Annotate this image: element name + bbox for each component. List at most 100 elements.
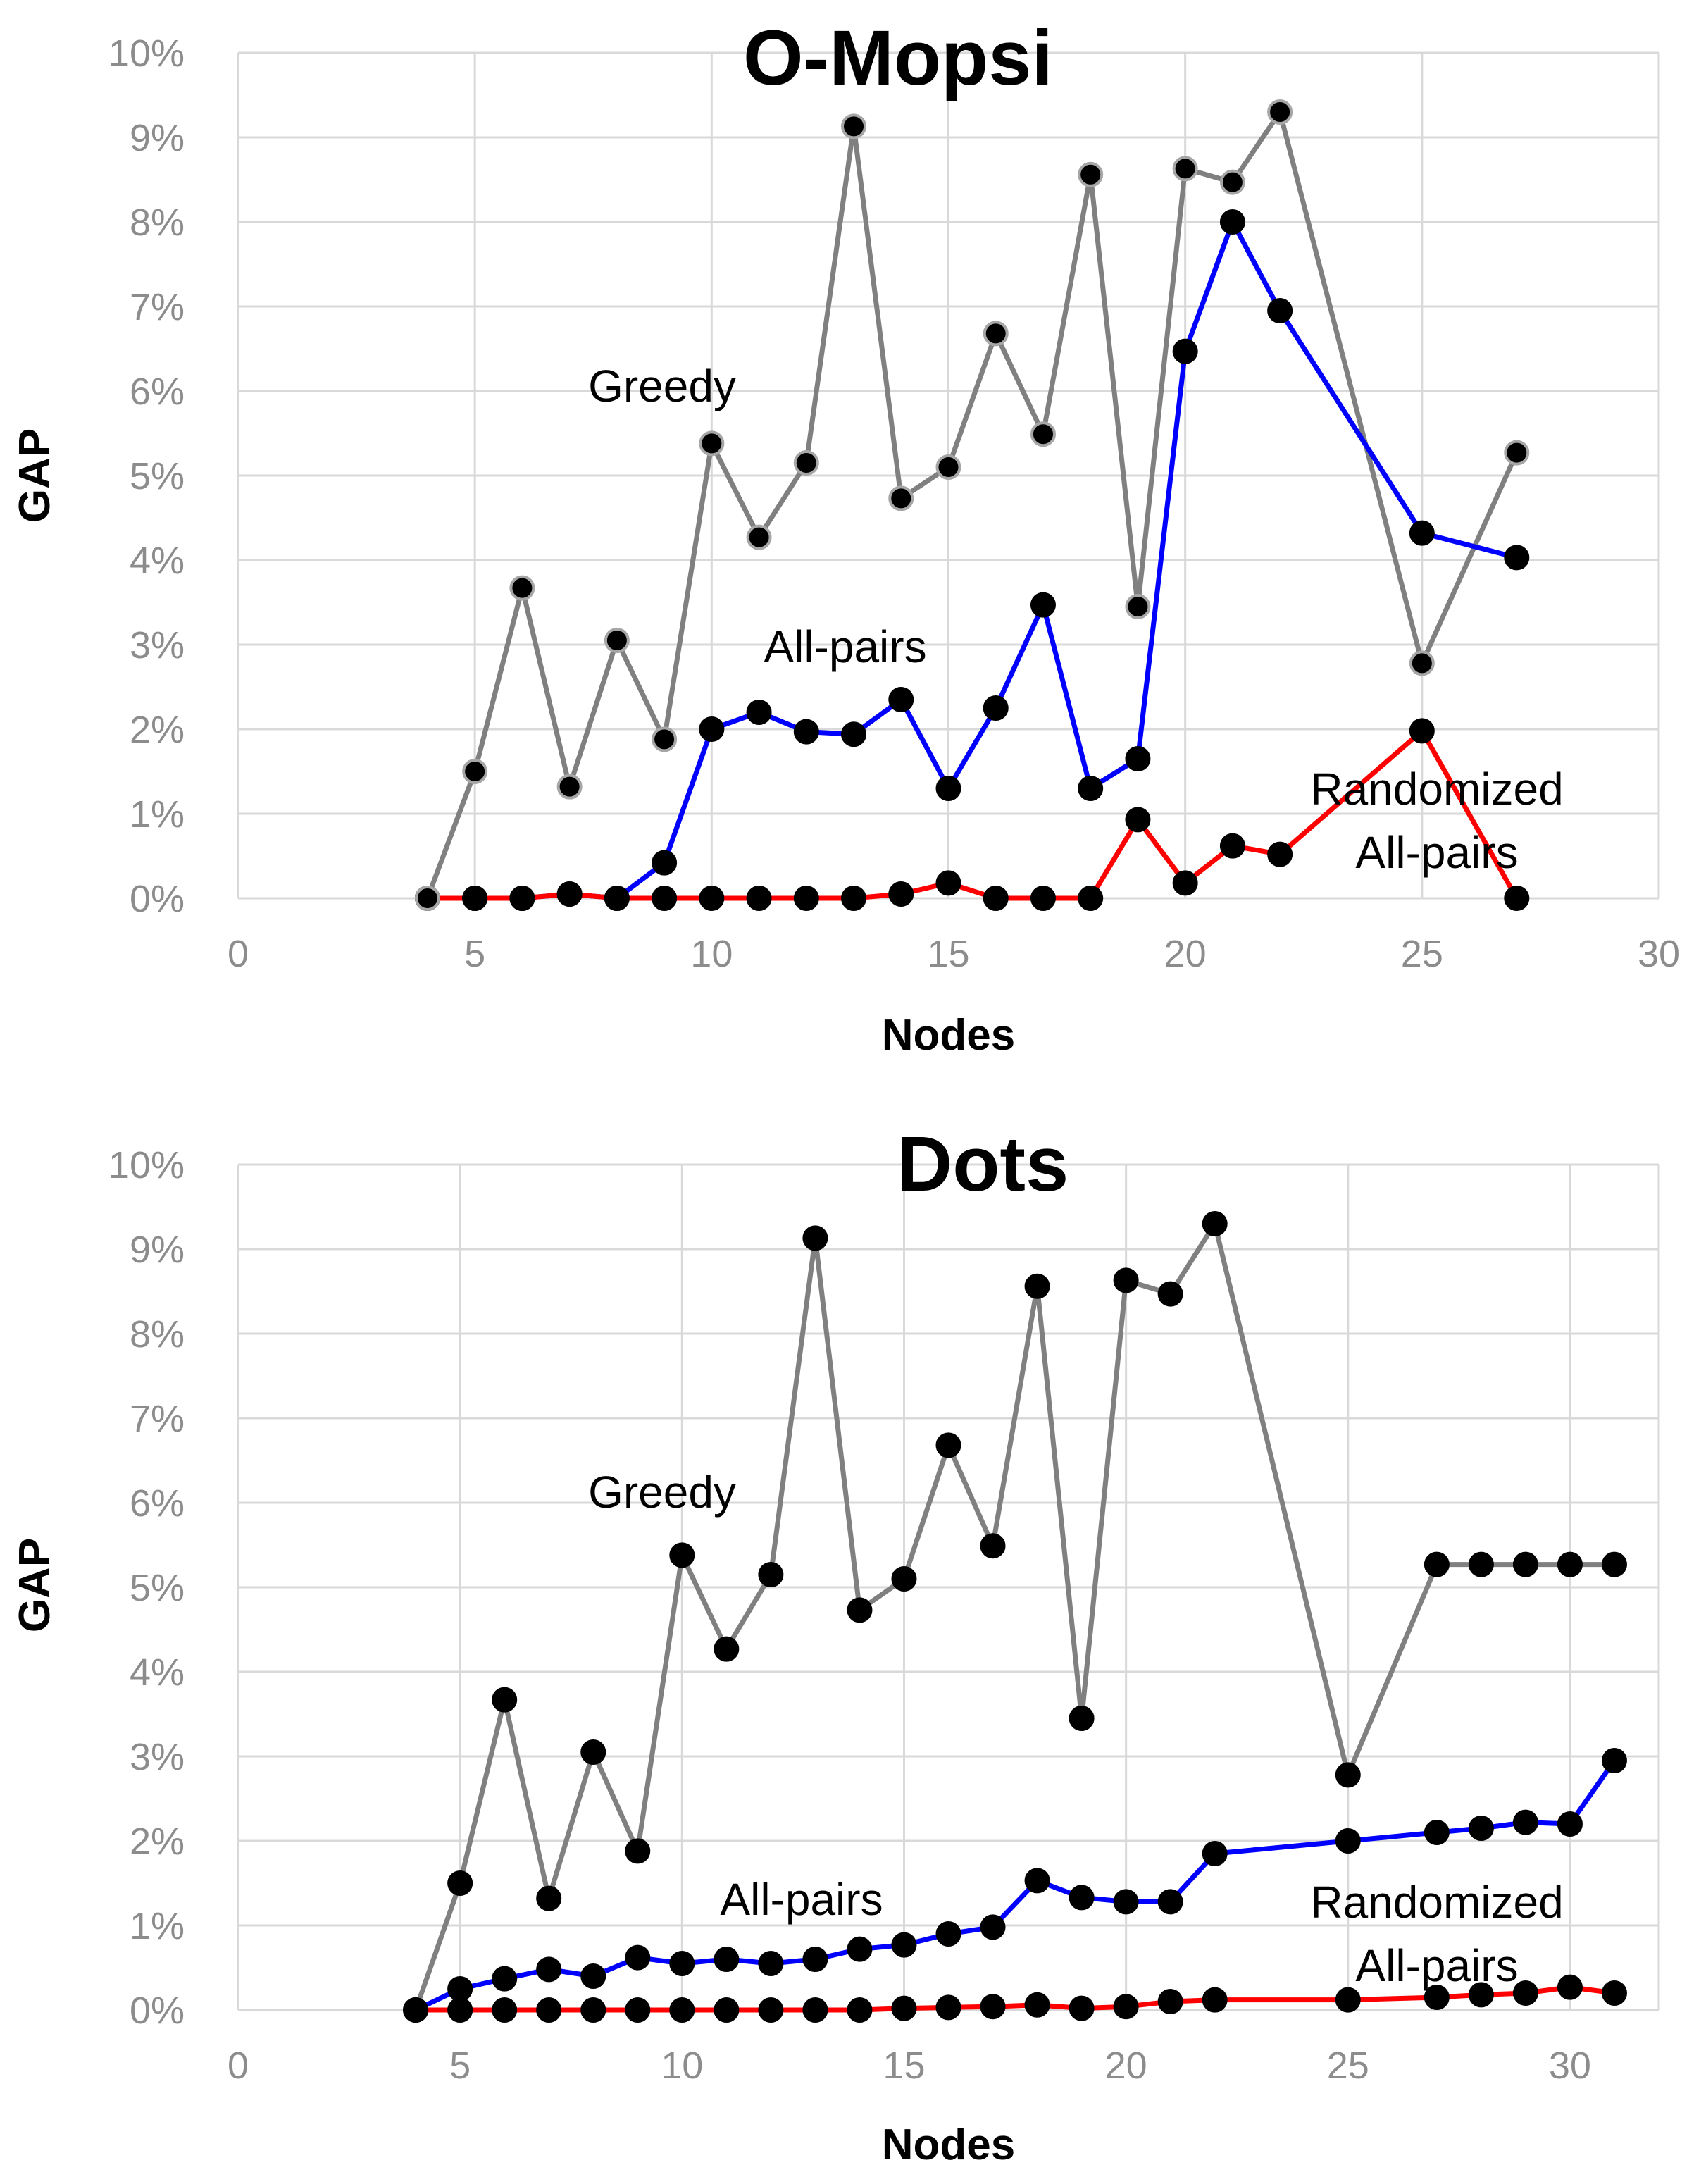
data-point-greedy bbox=[1219, 169, 1245, 195]
data-point-greedy bbox=[1512, 1551, 1538, 1577]
chart-1: 0% 1% 2% 3% 4% 5% 6% 7% 8% 9% 10% 0 5 10 15 20 25 30 Nodes… bbox=[11, 15, 1680, 1060]
data-point-all-pairs bbox=[746, 700, 772, 725]
data-point-greedy bbox=[1557, 1551, 1583, 1577]
annotation-line: Greedy bbox=[588, 361, 736, 411]
data-point-all-pairs bbox=[1424, 1820, 1450, 1845]
data-point-randomized-all-pairs bbox=[1069, 1995, 1095, 2021]
data-point-randomized-all-pairs bbox=[1030, 886, 1056, 911]
data-point-all-pairs bbox=[699, 716, 725, 742]
data-point-greedy bbox=[556, 774, 583, 800]
data-point-all-pairs bbox=[1172, 338, 1198, 364]
data-point-all-pairs bbox=[802, 1947, 828, 1972]
data-point-randomized-all-pairs bbox=[1157, 1989, 1183, 2014]
data-point-all-pairs bbox=[1601, 1748, 1627, 1773]
x-tick-label: 5 bbox=[464, 933, 485, 975]
data-point-all-pairs bbox=[604, 886, 630, 911]
data-point-all-pairs bbox=[462, 886, 488, 911]
y-tick-label: 2% bbox=[130, 1820, 185, 1863]
data-point-greedy bbox=[888, 485, 914, 511]
data-point-greedy bbox=[1069, 1706, 1095, 1731]
data-point-greedy bbox=[669, 1542, 695, 1568]
y-tick-label: 6% bbox=[130, 371, 185, 413]
x-tick-label: 0 bbox=[228, 2045, 249, 2087]
y-tick-label: 7% bbox=[130, 1398, 185, 1440]
data-point-all-pairs bbox=[509, 886, 535, 911]
data-point-randomized-all-pairs bbox=[1424, 1985, 1450, 2010]
annotation-all-pairs: All-pairs bbox=[764, 621, 926, 672]
data-point-greedy bbox=[1409, 650, 1435, 676]
data-point-randomized-all-pairs bbox=[746, 886, 772, 911]
data-point-greedy bbox=[714, 1636, 740, 1662]
data-point-greedy bbox=[1504, 440, 1530, 466]
data-point-greedy bbox=[447, 1870, 473, 1896]
data-point-randomized-all-pairs bbox=[625, 1997, 651, 2023]
y-tick-label: 9% bbox=[130, 117, 185, 159]
data-point-all-pairs bbox=[714, 1947, 740, 1972]
y-tick-label: 10% bbox=[108, 1144, 185, 1186]
data-point-randomized-all-pairs bbox=[1172, 870, 1198, 896]
data-point-greedy bbox=[841, 113, 867, 139]
data-point-greedy bbox=[403, 1997, 429, 2023]
data-point-randomized-all-pairs bbox=[891, 1995, 917, 2021]
data-point-all-pairs bbox=[1202, 1841, 1228, 1866]
series-markers bbox=[414, 99, 1530, 911]
data-point-all-pairs bbox=[891, 1932, 917, 1958]
data-point-greedy bbox=[1267, 99, 1293, 125]
data-point-greedy bbox=[935, 454, 961, 480]
y-tick-label: 1% bbox=[130, 1905, 185, 1947]
data-point-all-pairs bbox=[1409, 520, 1435, 546]
data-point-all-pairs bbox=[758, 1951, 784, 1976]
annotation-line: All-pairs bbox=[1355, 827, 1518, 878]
annotation-all-pairs: All-pairs bbox=[720, 1874, 883, 1925]
annotation-line: All-pairs bbox=[764, 621, 926, 672]
data-point-greedy bbox=[1125, 594, 1151, 619]
y-tick-label: 0% bbox=[130, 1990, 185, 2032]
y-axis-title: GAP bbox=[11, 428, 59, 523]
data-point-greedy bbox=[1335, 1762, 1361, 1788]
data-point-all-pairs bbox=[980, 1914, 1006, 1940]
data-point-all-pairs bbox=[1504, 545, 1530, 571]
data-point-greedy bbox=[414, 886, 440, 911]
y-tick-label: 10% bbox=[108, 32, 185, 75]
data-point-randomized-all-pairs bbox=[1335, 1987, 1361, 2013]
x-tick-label: 20 bbox=[1164, 933, 1207, 975]
data-point-randomized-all-pairs bbox=[888, 881, 914, 907]
y-tick-label: 3% bbox=[130, 1736, 185, 1778]
x-tick-label: 5 bbox=[449, 2045, 471, 2087]
x-tick-label: 15 bbox=[883, 2045, 925, 2087]
x-tick-label: 10 bbox=[690, 933, 733, 975]
y-tick-label: 4% bbox=[130, 1651, 185, 1694]
x-axis-title: Nodes bbox=[882, 2121, 1015, 2169]
data-point-greedy bbox=[1202, 1211, 1228, 1236]
data-point-greedy bbox=[1172, 156, 1198, 182]
data-point-greedy bbox=[1468, 1551, 1494, 1577]
data-point-all-pairs bbox=[1157, 1889, 1183, 1915]
x-axis-title: Nodes bbox=[882, 1011, 1015, 1060]
data-point-greedy bbox=[1113, 1267, 1139, 1293]
data-point-all-pairs bbox=[492, 1966, 518, 1992]
data-point-greedy bbox=[604, 628, 630, 653]
data-point-all-pairs bbox=[1267, 298, 1293, 323]
data-point-all-pairs bbox=[1113, 1889, 1139, 1915]
y-axis-title: GAP bbox=[11, 1538, 59, 1632]
y-tick-label: 9% bbox=[130, 1229, 185, 1271]
y-tick-label: 2% bbox=[130, 709, 185, 751]
data-point-randomized-all-pairs bbox=[1557, 1974, 1583, 2000]
data-point-randomized-all-pairs bbox=[714, 1997, 740, 2023]
x-tick-label: 30 bbox=[1549, 2045, 1591, 2087]
y-tick-label: 8% bbox=[130, 201, 185, 244]
data-point-all-pairs bbox=[556, 881, 583, 907]
data-point-greedy bbox=[758, 1562, 784, 1587]
data-point-randomized-all-pairs bbox=[1601, 1980, 1627, 2006]
data-point-randomized-all-pairs bbox=[1024, 1992, 1050, 2018]
data-point-greedy bbox=[793, 450, 819, 476]
data-point-all-pairs bbox=[1557, 1811, 1583, 1837]
data-point-randomized-all-pairs bbox=[758, 1997, 784, 2023]
data-point-greedy bbox=[1601, 1551, 1627, 1577]
data-point-randomized-all-pairs bbox=[1078, 886, 1104, 911]
data-point-greedy bbox=[580, 1739, 606, 1765]
chart-2: 0% 1% 2% 3% 4% 5% 6% 7% 8% 9% 10% 0 5 10 15 20 25 30 Nodes… bbox=[11, 1121, 1660, 2169]
data-point-randomized-all-pairs bbox=[847, 1997, 873, 2023]
data-point-all-pairs bbox=[580, 1963, 606, 1989]
